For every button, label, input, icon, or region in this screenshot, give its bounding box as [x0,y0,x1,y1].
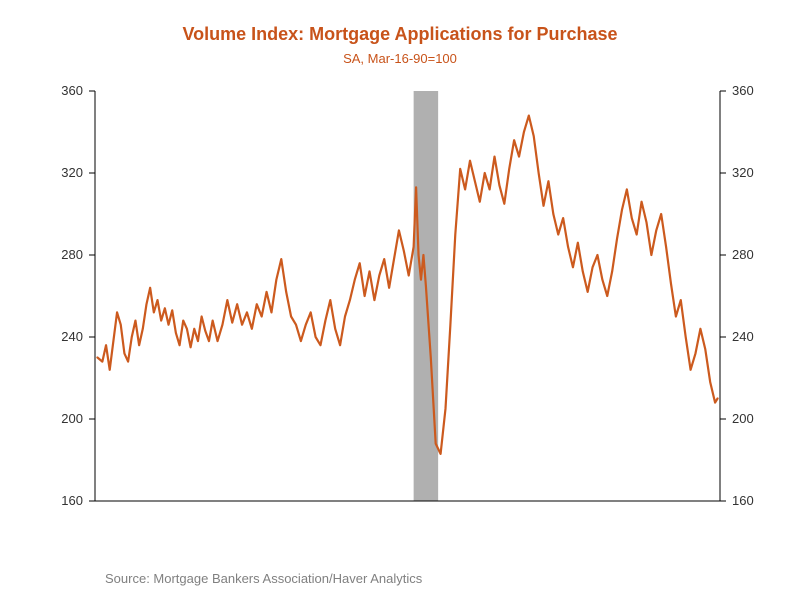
y-tick-label-left: 200 [61,411,83,426]
y-tick-label-left: 280 [61,247,83,262]
line-chart: 1601602002002402402802803203203603601819… [0,66,800,567]
source-note: Source: Mortgage Bankers Association/Hav… [0,567,800,586]
series-line [97,116,717,454]
y-tick-label-right: 280 [732,247,754,262]
chart-title: Volume Index: Mortgage Applications for … [0,0,800,45]
y-tick-label-left: 240 [61,329,83,344]
y-tick-label-left: 320 [61,165,83,180]
y-tick-label-right: 360 [732,83,754,98]
y-tick-label-right: 240 [732,329,754,344]
y-tick-label-right: 320 [732,165,754,180]
y-tick-label-left: 360 [61,83,83,98]
y-tick-label-right: 200 [732,411,754,426]
y-tick-label-left: 160 [61,493,83,508]
chart-subtitle: SA, Mar-16-90=100 [0,45,800,66]
y-tick-label-right: 160 [732,493,754,508]
